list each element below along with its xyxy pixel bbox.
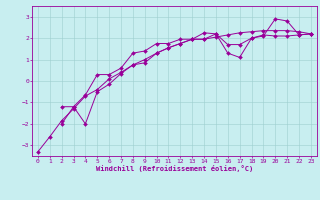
X-axis label: Windchill (Refroidissement éolien,°C): Windchill (Refroidissement éolien,°C) <box>96 165 253 172</box>
